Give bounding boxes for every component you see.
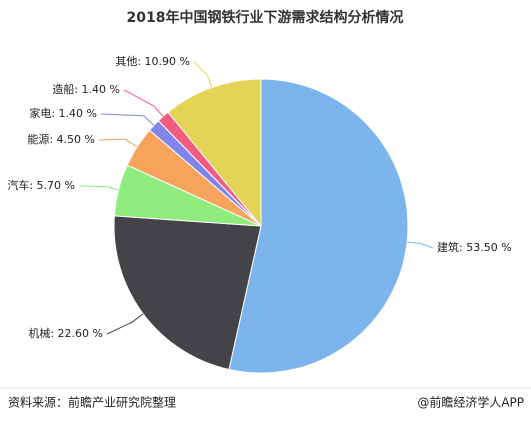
data-label: 其他: 10.90 % — [115, 55, 190, 68]
leader-line — [407, 241, 434, 249]
data-label: 家电: 1.40 % — [29, 106, 97, 120]
leader-line — [78, 185, 119, 191]
pie-slice — [228, 78, 409, 374]
source-note: 资料来源：前瞻产业研究院整理 — [8, 395, 176, 410]
data-label: 造船: 1.40 % — [52, 82, 120, 96]
data-label: 能源: 4.50 % — [27, 132, 95, 146]
data-label: 建筑: 53.50 % — [437, 240, 512, 254]
pie-slice — [113, 215, 262, 371]
leader-line — [98, 138, 138, 148]
chart-title: 2018年中国钢铁行业下游需求结构分析情况 — [127, 9, 404, 26]
data-label: 机械: 22.60 % — [28, 326, 103, 340]
leader-line — [193, 61, 213, 88]
leader-line — [106, 313, 144, 335]
leader-line — [100, 113, 155, 126]
leader-line — [123, 89, 164, 117]
brand-note: @前瞻经济学人APP — [417, 395, 524, 410]
data-label: 汽车: 5.70 % — [7, 178, 75, 192]
